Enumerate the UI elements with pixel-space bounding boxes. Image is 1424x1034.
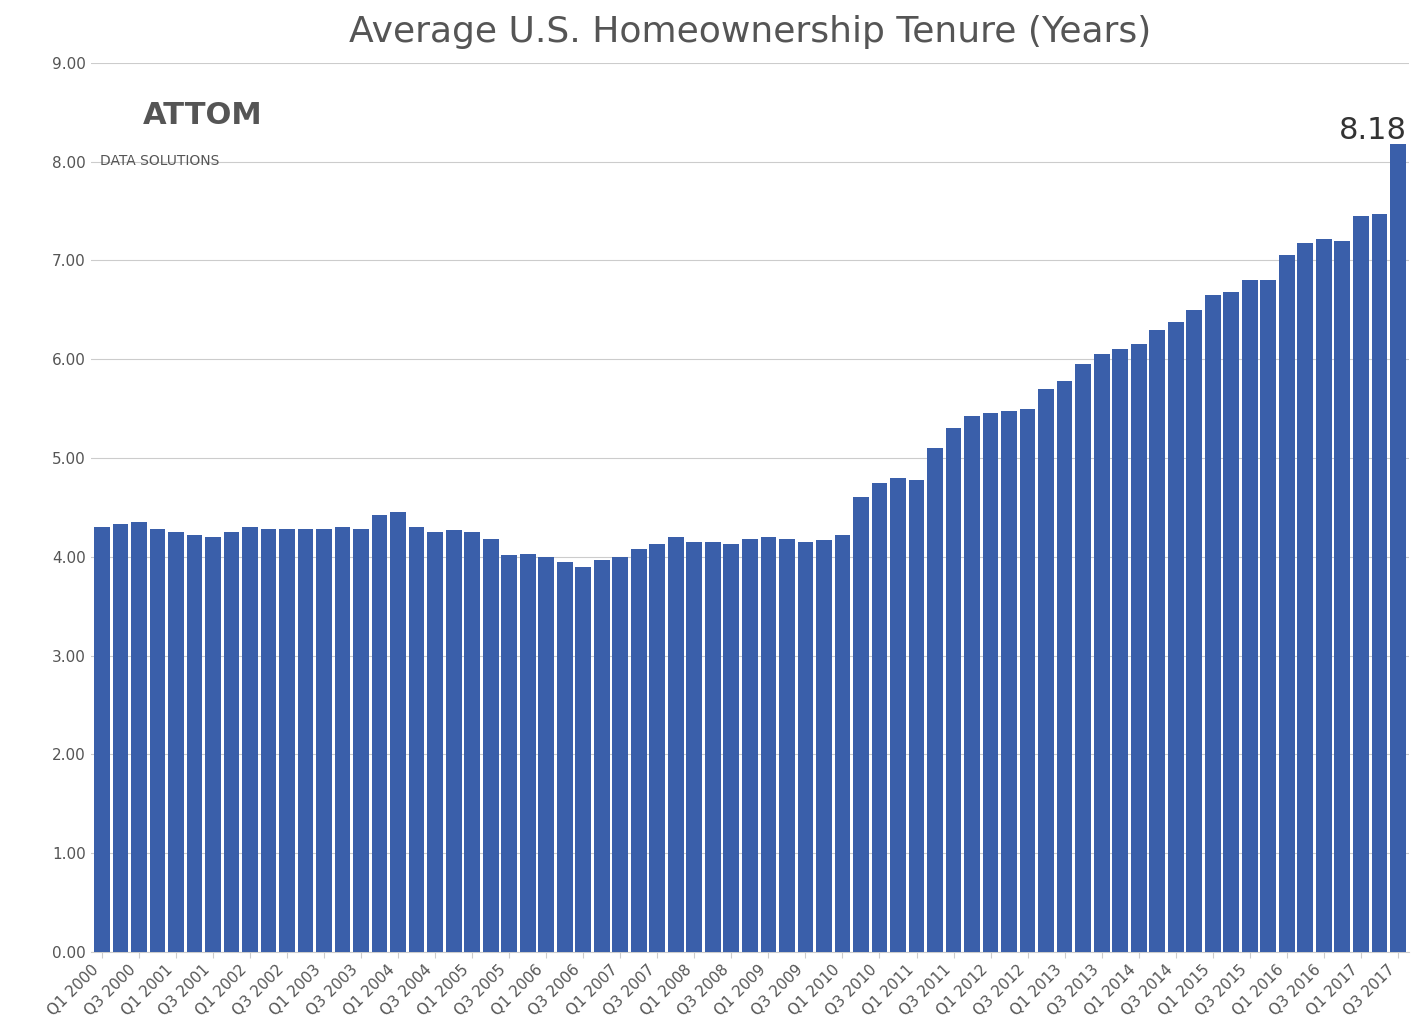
- Bar: [779, 539, 795, 952]
- Bar: [390, 512, 406, 952]
- Bar: [834, 535, 850, 952]
- Bar: [1038, 389, 1054, 952]
- Bar: [94, 527, 110, 952]
- Bar: [1223, 292, 1239, 952]
- Bar: [964, 417, 980, 952]
- Bar: [187, 535, 202, 952]
- Bar: [1316, 239, 1331, 952]
- Bar: [1260, 280, 1276, 952]
- Bar: [705, 542, 721, 952]
- Bar: [1131, 344, 1146, 952]
- Bar: [816, 540, 832, 952]
- Bar: [612, 556, 628, 952]
- Bar: [1057, 381, 1072, 952]
- Bar: [557, 561, 572, 952]
- Bar: [1297, 243, 1313, 952]
- Bar: [1112, 349, 1128, 952]
- Bar: [1094, 355, 1109, 952]
- Bar: [1186, 310, 1202, 952]
- Bar: [409, 527, 424, 952]
- Bar: [946, 428, 961, 952]
- Text: ATTOM: ATTOM: [142, 101, 262, 130]
- Bar: [1242, 280, 1257, 952]
- Bar: [372, 515, 387, 952]
- Bar: [723, 544, 739, 952]
- Bar: [538, 556, 554, 952]
- Bar: [853, 497, 869, 952]
- Bar: [1334, 241, 1350, 952]
- Text: DATA SOLUTIONS: DATA SOLUTIONS: [100, 154, 219, 169]
- Bar: [631, 549, 646, 952]
- Bar: [742, 539, 758, 952]
- Bar: [760, 537, 776, 952]
- Bar: [520, 554, 535, 952]
- Text: 8.18: 8.18: [1339, 116, 1407, 145]
- Bar: [298, 529, 313, 952]
- Title: Average U.S. Homeownership Tenure (Years): Average U.S. Homeownership Tenure (Years…: [349, 16, 1151, 49]
- Bar: [927, 448, 943, 952]
- Bar: [316, 529, 332, 952]
- Bar: [464, 533, 480, 952]
- Bar: [1168, 322, 1183, 952]
- Bar: [668, 537, 684, 952]
- Bar: [575, 567, 591, 952]
- Bar: [1075, 364, 1091, 952]
- Bar: [353, 529, 369, 952]
- Bar: [1001, 410, 1017, 952]
- Bar: [983, 414, 998, 952]
- Bar: [483, 539, 498, 952]
- Bar: [224, 533, 239, 952]
- Bar: [649, 544, 665, 952]
- Bar: [686, 542, 702, 952]
- Bar: [446, 530, 461, 952]
- Bar: [112, 524, 128, 952]
- Bar: [242, 527, 258, 952]
- Bar: [1149, 330, 1165, 952]
- Bar: [335, 527, 350, 952]
- Bar: [168, 533, 184, 952]
- Bar: [1353, 216, 1368, 952]
- Bar: [1205, 295, 1220, 952]
- Bar: [1279, 255, 1294, 952]
- Bar: [205, 537, 221, 952]
- Bar: [797, 542, 813, 952]
- Bar: [150, 529, 165, 952]
- Bar: [1020, 408, 1035, 952]
- Bar: [279, 529, 295, 952]
- Bar: [594, 559, 609, 952]
- Bar: [890, 478, 906, 952]
- Bar: [427, 533, 443, 952]
- Bar: [501, 555, 517, 952]
- Bar: [131, 522, 147, 952]
- Bar: [871, 483, 887, 952]
- Bar: [909, 480, 924, 952]
- Bar: [1390, 144, 1405, 952]
- Bar: [261, 529, 276, 952]
- Bar: [1371, 214, 1387, 952]
